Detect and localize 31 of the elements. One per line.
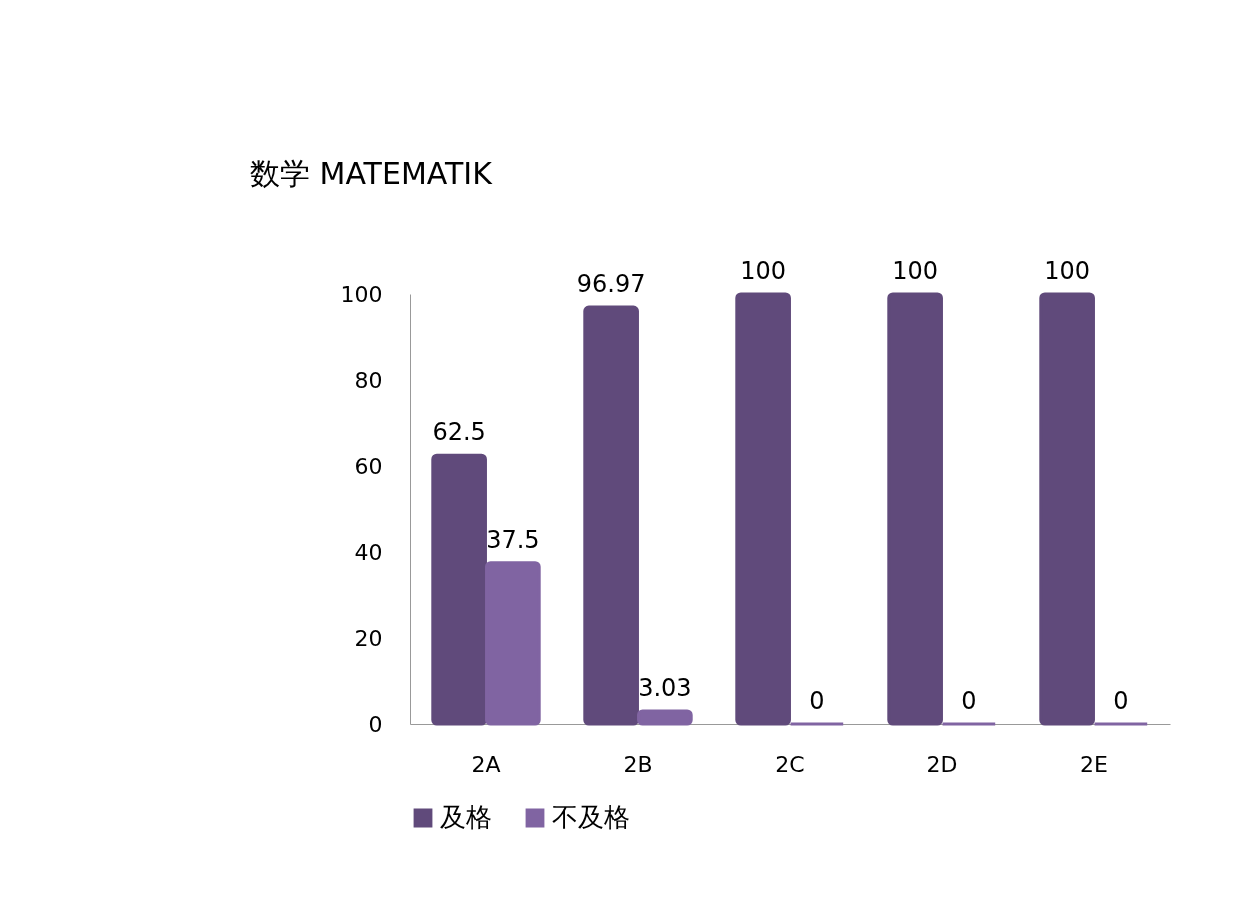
bar (485, 561, 541, 726)
x-tick-label: 2B (623, 751, 653, 777)
y-tick-label: 60 (354, 453, 383, 479)
bar (583, 305, 639, 726)
data-label: 100 (1044, 257, 1091, 285)
bar (735, 292, 791, 726)
bar (887, 292, 943, 726)
chart-title: 数学 MATEMATIK (250, 156, 494, 191)
y-tick-label: 100 (340, 281, 383, 307)
data-label: 0 (1113, 687, 1129, 715)
data-label: 100 (892, 257, 939, 285)
legend-label: 及格 (440, 802, 492, 832)
x-tick-label: 2C (775, 751, 805, 777)
data-label: 0 (809, 687, 825, 715)
x-tick-label: 2D (926, 751, 958, 777)
y-tick-label: 0 (368, 711, 383, 737)
bar (1039, 292, 1095, 726)
y-tick-label: 80 (354, 367, 383, 393)
x-tick-label: 2E (1080, 751, 1108, 777)
data-label: 62.5 (432, 418, 486, 447)
y-tick-label: 20 (354, 625, 383, 651)
data-label: 100 (740, 257, 787, 285)
data-label: 96.97 (576, 270, 646, 299)
legend-label: 不及格 (552, 802, 630, 832)
data-label: 37.5 (486, 525, 540, 554)
x-tick-label: 2A (471, 751, 501, 777)
bar (637, 709, 693, 726)
bar (431, 453, 487, 726)
data-label: 3.03 (638, 673, 692, 702)
data-label: 0 (961, 687, 977, 715)
y-tick-label: 40 (354, 539, 383, 565)
